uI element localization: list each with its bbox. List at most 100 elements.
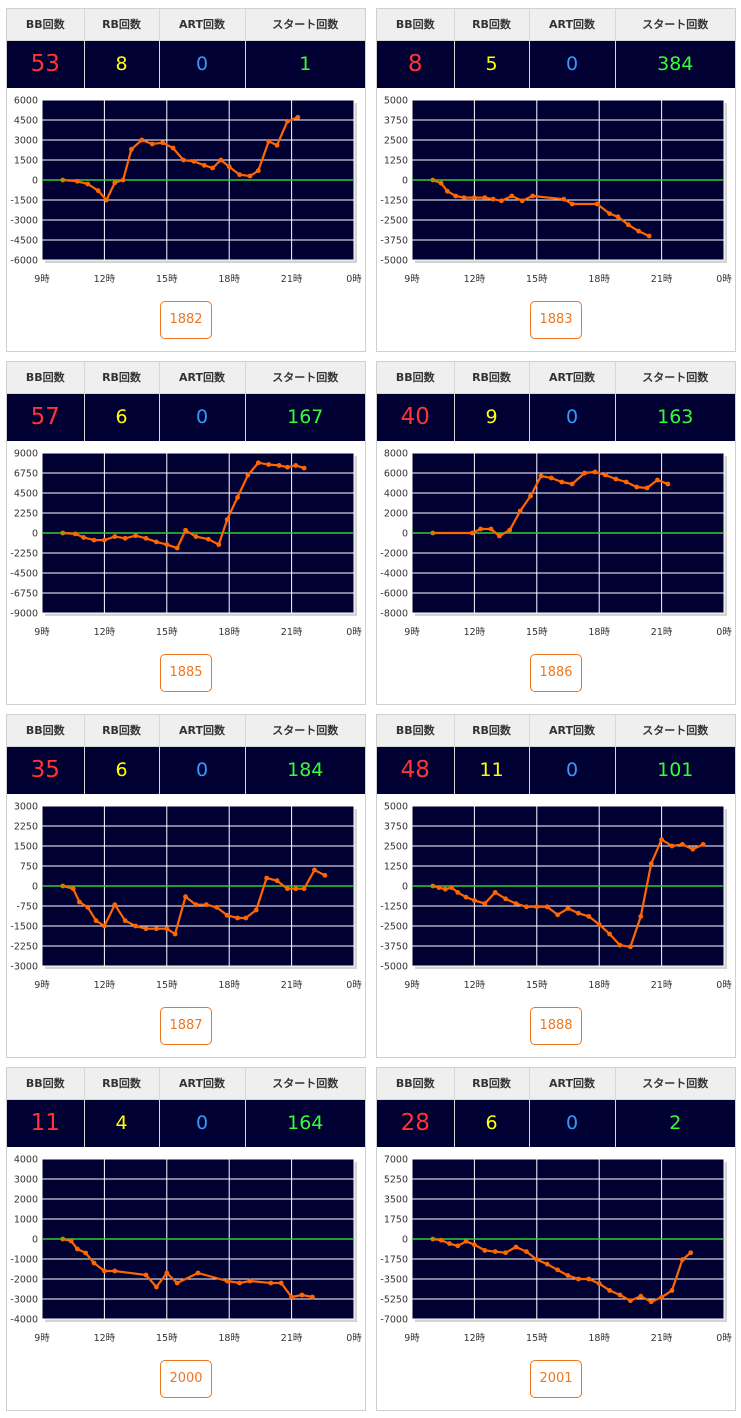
art-header: ART回数 bbox=[529, 9, 616, 41]
stats-value-row: 8 5 0 384 bbox=[377, 40, 735, 88]
data-point bbox=[586, 1276, 592, 1282]
data-point bbox=[112, 180, 118, 186]
data-point bbox=[133, 533, 138, 539]
bb-count: 57 bbox=[7, 393, 85, 441]
stats-table: BB回数 RB回数 ART回数 スタート回数 53 8 0 1 bbox=[7, 9, 365, 88]
data-point bbox=[507, 527, 513, 533]
data-point bbox=[700, 842, 706, 847]
data-point bbox=[528, 493, 533, 499]
x-tick-label: 0時 bbox=[716, 1333, 732, 1344]
data-point bbox=[690, 846, 696, 852]
x-tick-label: 0時 bbox=[716, 274, 732, 285]
stats-value-row: 48 11 0 101 bbox=[377, 746, 735, 794]
data-point bbox=[569, 201, 575, 207]
data-point bbox=[463, 1238, 469, 1244]
y-tick-label: 4000 bbox=[384, 489, 408, 500]
data-point bbox=[301, 886, 307, 892]
x-tick-label: 12時 bbox=[94, 980, 116, 991]
x-tick-label: 0時 bbox=[346, 627, 362, 638]
start-count: 101 bbox=[615, 746, 735, 794]
y-tick-label: 2500 bbox=[384, 136, 408, 147]
y-tick-label: -3000 bbox=[10, 1295, 38, 1306]
data-point bbox=[436, 885, 442, 890]
y-tick-label: 6000 bbox=[384, 469, 408, 480]
art-header: ART回数 bbox=[159, 715, 246, 747]
data-point bbox=[482, 1248, 488, 1253]
y-tick-label: 3750 bbox=[384, 116, 408, 127]
bb-count: 48 bbox=[377, 746, 455, 794]
rb-header: RB回数 bbox=[454, 715, 530, 747]
data-point bbox=[203, 902, 209, 908]
data-point bbox=[503, 1250, 508, 1256]
y-tick-label: -6000 bbox=[380, 589, 408, 600]
data-point bbox=[455, 890, 461, 895]
data-point bbox=[278, 1280, 284, 1286]
bb-header: BB回数 bbox=[377, 1068, 455, 1100]
y-tick-label: 2000 bbox=[384, 509, 408, 520]
machine-number-button[interactable]: 1885 bbox=[160, 654, 212, 692]
rb-count: 6 bbox=[84, 746, 160, 794]
x-tick-label: 9時 bbox=[34, 627, 50, 638]
data-point bbox=[235, 915, 240, 921]
data-point bbox=[561, 196, 567, 202]
data-point bbox=[455, 1243, 461, 1249]
machine-card: BB回数 RB回数 ART回数 スタート回数 28 6 0 2 7000 5250 3500 1750… bbox=[376, 1067, 736, 1411]
data-point bbox=[492, 890, 498, 895]
y-tick-label: -3000 bbox=[10, 962, 38, 973]
machine-number-button[interactable]: 1887 bbox=[160, 1007, 212, 1045]
data-point bbox=[68, 1238, 74, 1244]
data-point bbox=[129, 146, 134, 152]
machine-number-button[interactable]: 2000 bbox=[160, 1360, 212, 1398]
data-point bbox=[617, 942, 623, 948]
x-tick-label: 9時 bbox=[34, 1333, 50, 1344]
data-point bbox=[576, 910, 581, 916]
data-point bbox=[659, 837, 664, 842]
y-tick-label: -5000 bbox=[380, 256, 408, 267]
start-count: 384 bbox=[615, 40, 735, 88]
data-point bbox=[195, 1270, 201, 1276]
balance-line-chart: 5000 3750 2500 1250 0 -1250 -2500 -3750 -5000 9時 1… bbox=[380, 96, 732, 286]
x-tick-label: 15時 bbox=[526, 274, 548, 285]
data-point bbox=[210, 165, 215, 171]
y-tick-label: -8000 bbox=[380, 609, 408, 620]
data-point bbox=[490, 196, 496, 202]
data-point bbox=[160, 140, 166, 146]
x-tick-label: 15時 bbox=[156, 1333, 178, 1344]
y-tick-label: 3000 bbox=[14, 136, 38, 147]
machine-number-button[interactable]: 1888 bbox=[530, 1007, 582, 1045]
machine-number-button[interactable]: 1883 bbox=[530, 301, 582, 339]
x-tick-label: 18時 bbox=[588, 980, 610, 991]
y-tick-label: -3500 bbox=[380, 1275, 408, 1286]
machine-number-button[interactable]: 2001 bbox=[530, 1360, 582, 1398]
data-point bbox=[569, 481, 575, 487]
data-point bbox=[60, 1236, 66, 1242]
rb-count: 5 bbox=[454, 40, 530, 88]
x-tick-label: 21時 bbox=[651, 980, 673, 991]
start-count: 1 bbox=[245, 40, 365, 88]
data-point bbox=[218, 157, 224, 163]
x-tick-label: 15時 bbox=[526, 980, 548, 991]
stats-table: BB回数 RB回数 ART回数 スタート回数 8 5 0 384 bbox=[377, 9, 735, 88]
x-tick-label: 9時 bbox=[404, 980, 420, 991]
machine-number-button[interactable]: 1882 bbox=[160, 301, 212, 339]
data-point bbox=[237, 172, 243, 178]
y-tick-label: -3750 bbox=[380, 236, 408, 247]
stats-table: BB回数 RB回数 ART回数 スタート回数 11 4 0 164 bbox=[7, 1068, 365, 1147]
data-point bbox=[499, 198, 504, 204]
y-tick-label: 2500 bbox=[384, 842, 408, 853]
data-point bbox=[266, 138, 272, 144]
data-point bbox=[285, 464, 290, 470]
y-tick-label: -2250 bbox=[10, 549, 38, 560]
machine-number-button[interactable]: 1886 bbox=[530, 654, 582, 692]
data-point bbox=[72, 531, 78, 537]
y-tick-label: 1250 bbox=[384, 862, 408, 873]
x-tick-label: 12時 bbox=[94, 1333, 116, 1344]
data-point bbox=[530, 193, 536, 199]
data-point bbox=[438, 180, 444, 186]
y-tick-label: 2000 bbox=[14, 1195, 38, 1206]
y-tick-label: 1500 bbox=[14, 156, 38, 167]
data-point bbox=[472, 195, 477, 200]
data-point bbox=[488, 526, 494, 532]
y-tick-label: -4000 bbox=[10, 1315, 38, 1326]
data-point bbox=[603, 472, 608, 478]
